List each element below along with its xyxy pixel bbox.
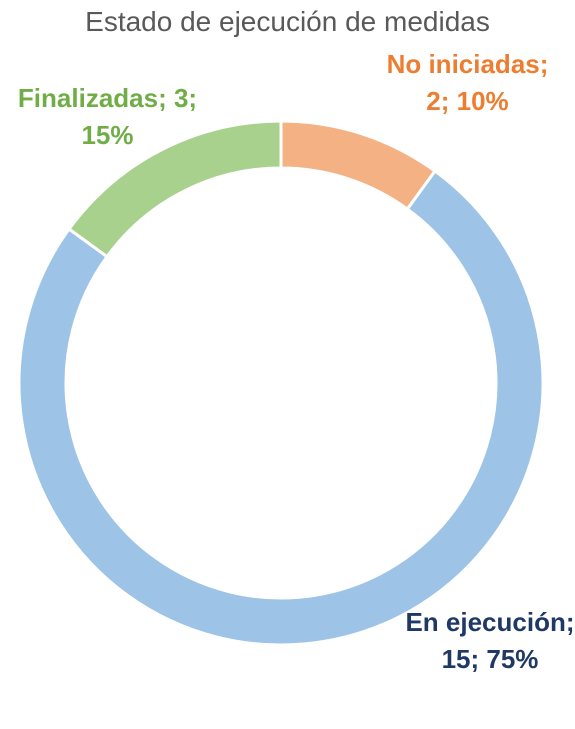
data-label: Finalizadas; 3; 15% — [17, 83, 198, 150]
data-label: En ejecución; 15; 75% — [405, 607, 575, 674]
data-label: No iniciadas; 2; 10% — [386, 49, 549, 116]
donut-slice — [279, 119, 438, 212]
donut-slice — [17, 168, 545, 647]
chart-title: Estado de ejecución de medidas — [85, 6, 490, 37]
donut-slice — [66, 119, 283, 259]
